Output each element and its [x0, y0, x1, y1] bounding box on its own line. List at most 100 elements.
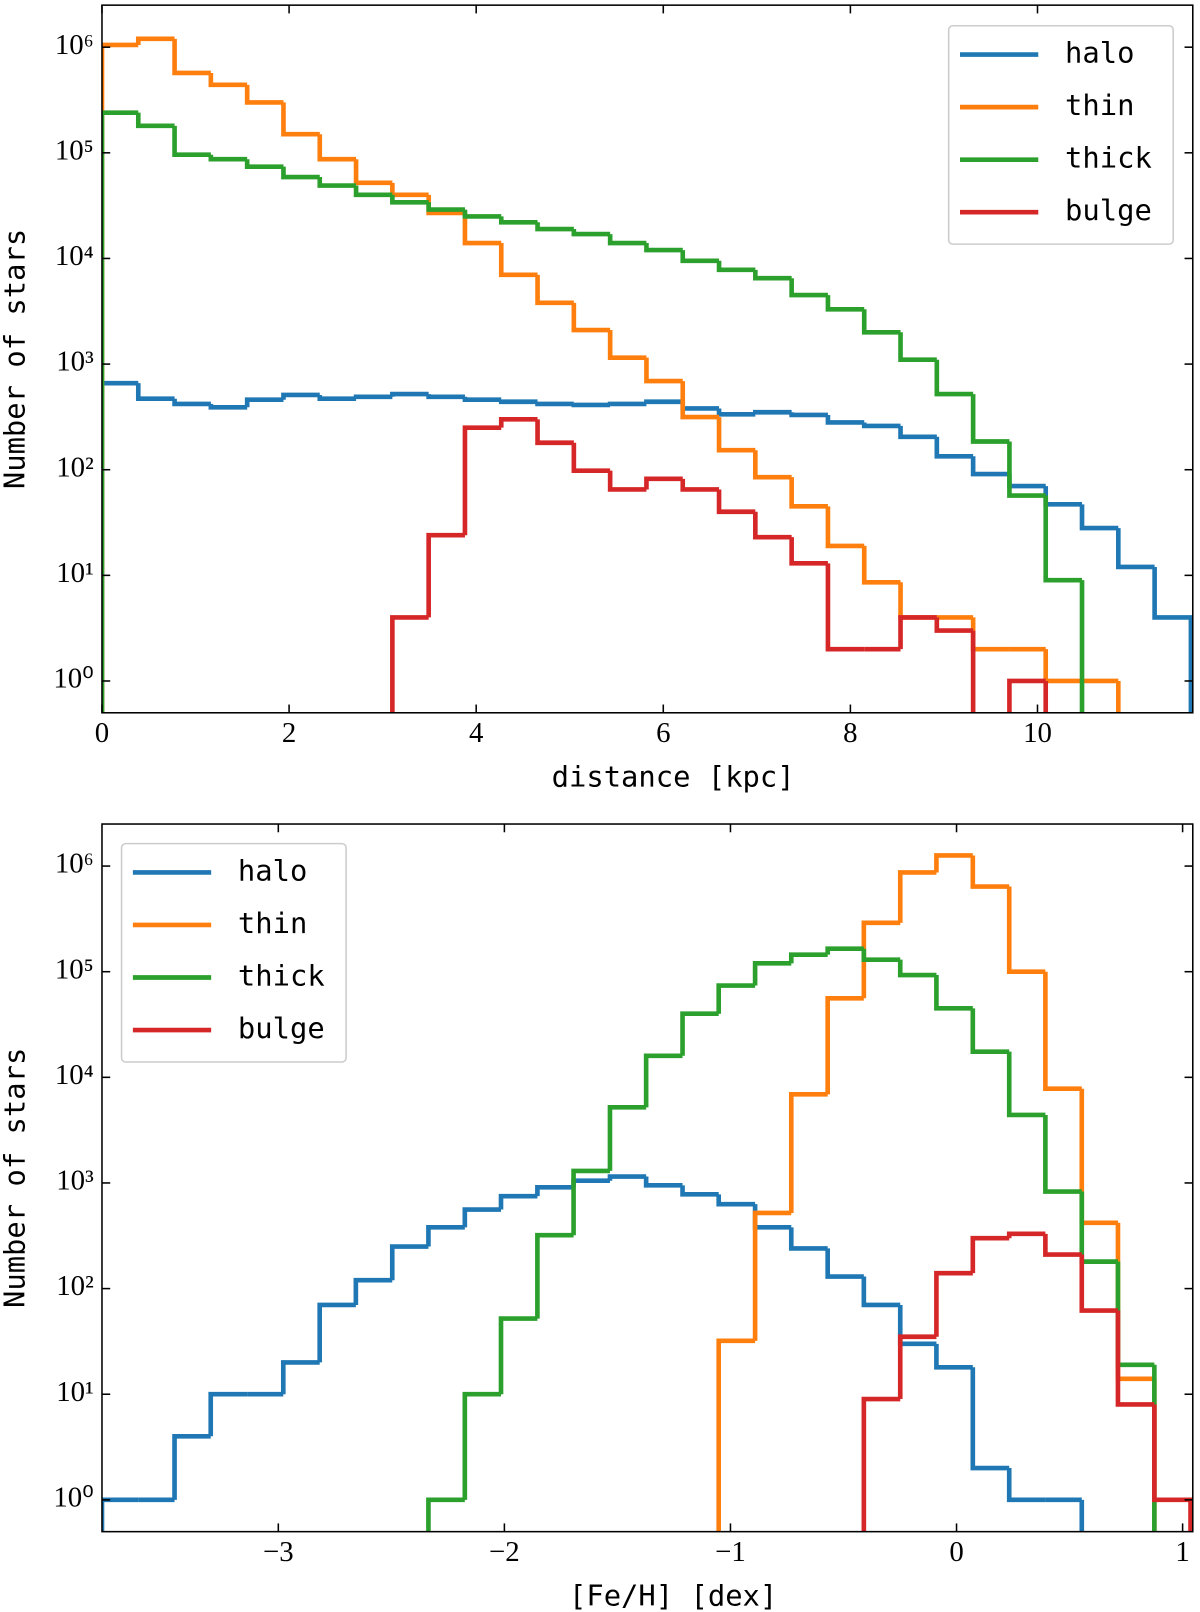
histogram-step — [970, 456, 1010, 477]
histogram-step — [1079, 1254, 1118, 1313]
histogram-step — [317, 177, 357, 188]
y-tick-label: 10⁰ — [53, 663, 93, 695]
histogram-step — [934, 1343, 973, 1370]
histogram-step — [753, 450, 792, 480]
histogram-step — [934, 617, 974, 633]
histogram-series — [390, 417, 1049, 713]
legend-label: thick — [238, 959, 325, 993]
histogram-step — [644, 399, 683, 405]
histogram-step — [535, 1232, 574, 1319]
histogram-step — [680, 401, 720, 411]
histogram-step — [244, 159, 284, 169]
histogram-step — [1043, 649, 1083, 684]
histogram-step — [426, 1225, 465, 1247]
legend-label: bulge — [238, 1011, 325, 1045]
y-tick-label: 10² — [56, 1270, 93, 1302]
histogram-step — [135, 112, 175, 129]
histogram-step — [789, 412, 828, 418]
histogram-step — [752, 1204, 792, 1230]
histogram-step — [208, 1391, 248, 1437]
histogram-step — [644, 476, 683, 490]
histogram-step — [426, 394, 465, 400]
x-axis-label: distance [kpc] — [552, 760, 795, 794]
histogram-step — [680, 478, 720, 492]
histogram-step — [1115, 1222, 1155, 1382]
histogram-step — [753, 511, 792, 540]
histogram-step — [752, 1210, 792, 1341]
histogram-step — [607, 1105, 647, 1171]
histogram-step — [101, 110, 139, 713]
legend: halo thin thick bulge — [947, 24, 1174, 245]
histogram-step — [1007, 441, 1046, 498]
y-tick-label: 10⁵ — [55, 953, 94, 985]
histogram-step — [390, 182, 429, 198]
x-tick-label: −3 — [263, 1536, 294, 1568]
histogram-step — [208, 154, 248, 162]
legend-label: thick — [1065, 141, 1152, 175]
legend: halo thin thick bulge — [120, 842, 347, 1063]
legend-label: halo — [238, 853, 307, 887]
histogram-step — [172, 38, 211, 76]
y-tick-label: 10¹ — [56, 557, 93, 589]
histogram-step — [498, 243, 538, 278]
histogram-step — [353, 394, 393, 400]
x-tick-label: 0 — [95, 717, 109, 749]
histogram-step — [788, 1227, 828, 1251]
histogram-step — [353, 185, 393, 198]
histogram-step — [897, 870, 937, 923]
histogram-step — [498, 399, 538, 405]
histogram-step — [498, 1193, 538, 1210]
histogram-step — [498, 417, 538, 428]
legend-label: thin — [1065, 88, 1134, 122]
y-tick-label: 10¹ — [56, 1376, 93, 1408]
histogram-step — [825, 506, 865, 549]
histogram-step — [1043, 1114, 1082, 1194]
histogram-step — [970, 630, 976, 713]
histogram-step — [607, 330, 647, 360]
histogram-step — [753, 409, 792, 415]
histogram-step — [281, 392, 320, 400]
histogram-series — [101, 110, 1085, 713]
histogram-step — [607, 234, 647, 246]
histogram-step — [898, 582, 937, 620]
histogram-step — [172, 398, 211, 407]
histogram-step — [1152, 1364, 1157, 1532]
histogram-step — [426, 202, 465, 212]
histogram-step — [389, 1244, 429, 1281]
histogram-step — [716, 489, 756, 515]
histogram-step — [244, 397, 284, 408]
histogram-step — [825, 414, 865, 425]
x-tick-label: 1 — [1175, 1536, 1189, 1568]
histogram-series — [101, 1174, 1085, 1532]
plot-area — [101, 36, 1193, 713]
histogram-step — [970, 1235, 1010, 1274]
legend-label: halo — [1065, 36, 1134, 70]
histogram-step — [861, 309, 901, 335]
histogram-step — [825, 563, 865, 652]
legend-label: bulge — [1065, 193, 1152, 227]
y-axis-label: Number of stars — [0, 1048, 31, 1308]
histogram-step — [1115, 680, 1121, 713]
histogram-step — [1152, 566, 1193, 713]
histogram-step — [1152, 1378, 1157, 1532]
histogram-step — [1079, 1191, 1118, 1264]
histogram-step — [607, 1174, 647, 1181]
y-tick-label: 10³ — [56, 1165, 94, 1197]
histogram-step — [1043, 1233, 1082, 1257]
histogram-step — [1043, 971, 1082, 1092]
chart-panel: −3 −2 −1 0 1 10⁰ 10¹ 10² 10³ 10⁴ 10⁵ 10⁶ [Fe/H] [dex… — [0, 823, 1194, 1612]
histogram-step — [462, 396, 502, 403]
histogram-step — [716, 983, 756, 1014]
histogram-step — [970, 394, 1010, 444]
histogram-step — [825, 1248, 864, 1279]
histogram-step — [462, 209, 502, 219]
histogram-series — [861, 1231, 1193, 1532]
histogram-step — [135, 36, 175, 45]
histogram-step — [861, 948, 901, 962]
histogram-step — [390, 194, 429, 205]
histogram-step — [680, 250, 720, 264]
histogram-step — [825, 946, 864, 955]
legend-box — [120, 842, 347, 1063]
histogram-step — [825, 295, 865, 312]
